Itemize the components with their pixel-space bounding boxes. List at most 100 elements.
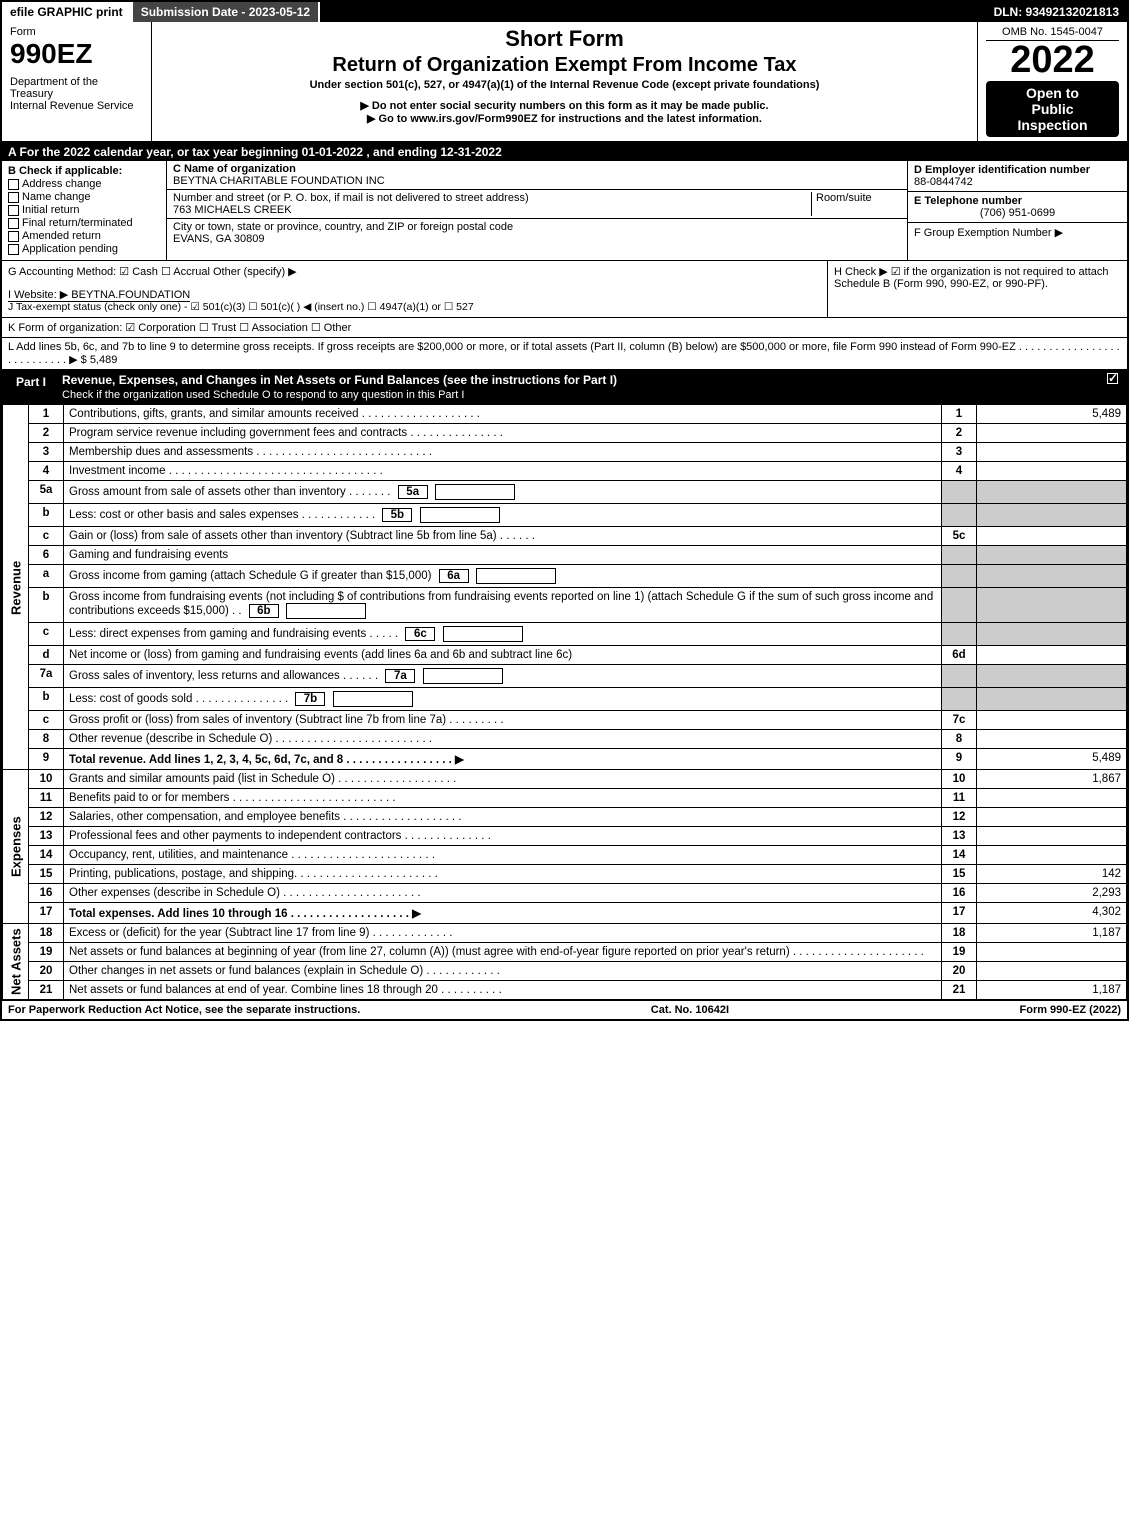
line-ref: 7c: [942, 711, 977, 730]
line-number: 13: [29, 827, 64, 846]
line-description: Less: cost of goods sold . . . . . . . .…: [64, 688, 942, 711]
line-number: 19: [29, 943, 64, 962]
chk-address-change[interactable]: Address change: [8, 178, 160, 190]
chk-application-pending[interactable]: Application pending: [8, 243, 160, 255]
line-description: Program service revenue including govern…: [64, 424, 942, 443]
line-description: Gross income from gaming (attach Schedul…: [64, 565, 942, 588]
line-value: [977, 827, 1127, 846]
line-row: cLess: direct expenses from gaming and f…: [3, 623, 1127, 646]
line-ref: 13: [942, 827, 977, 846]
line-description: Contributions, gifts, grants, and simila…: [64, 405, 942, 424]
chk-amended-return[interactable]: Amended return: [8, 230, 160, 242]
line-number: b: [29, 588, 64, 623]
chk-application-pending-label: Application pending: [22, 243, 118, 255]
line-description: Excess or (deficit) for the year (Subtra…: [64, 924, 942, 943]
line-row: cGain or (loss) from sale of assets othe…: [3, 527, 1127, 546]
line-number: 3: [29, 443, 64, 462]
line-number: b: [29, 688, 64, 711]
line-number: 4: [29, 462, 64, 481]
line-row: 9Total revenue. Add lines 1, 2, 3, 4, 5c…: [3, 749, 1127, 770]
line-description: Professional fees and other payments to …: [64, 827, 942, 846]
line-description: Other expenses (describe in Schedule O) …: [64, 884, 942, 903]
line-row: 13Professional fees and other payments t…: [3, 827, 1127, 846]
line-value: [977, 665, 1127, 688]
line-value: 4,302: [977, 903, 1127, 924]
open-line3: Inspection: [990, 117, 1115, 133]
line-description: Less: direct expenses from gaming and fu…: [64, 623, 942, 646]
room-suite-label: Room/suite: [816, 192, 872, 204]
form-header: Form 990EZ Department of the Treasury In…: [2, 22, 1127, 143]
line-number: 5a: [29, 481, 64, 504]
line-ref: [942, 565, 977, 588]
chk-final-return[interactable]: Final return/terminated: [8, 217, 160, 229]
form-number: 990EZ: [10, 38, 143, 70]
line-ref: 11: [942, 789, 977, 808]
phone-value: (706) 951-0699: [914, 207, 1121, 219]
line-number: a: [29, 565, 64, 588]
tax-year: 2022: [986, 41, 1119, 79]
section-b-checkboxes: B Check if applicable: Address change Na…: [2, 161, 167, 260]
instructions-link[interactable]: ▶ Go to www.irs.gov/Form990EZ for instru…: [160, 112, 969, 125]
line-row: dNet income or (loss) from gaming and fu…: [3, 646, 1127, 665]
line-value: 1,187: [977, 924, 1127, 943]
line-description: Investment income . . . . . . . . . . . …: [64, 462, 942, 481]
line-number: 12: [29, 808, 64, 827]
open-to-public: Open to Public Inspection: [986, 81, 1119, 137]
line-row: 20Other changes in net assets or fund ba…: [3, 962, 1127, 981]
line-row: bLess: cost of goods sold . . . . . . . …: [3, 688, 1127, 711]
part-1-schedule-o-checkbox[interactable]: [1107, 373, 1118, 384]
line-value: [977, 962, 1127, 981]
line-row: 21Net assets or fund balances at end of …: [3, 981, 1127, 1000]
line-value: 1,187: [977, 981, 1127, 1000]
submission-date: Submission Date - 2023-05-12: [133, 2, 320, 22]
department: Department of the Treasury Internal Reve…: [10, 76, 143, 112]
footer: For Paperwork Reduction Act Notice, see …: [2, 1000, 1127, 1019]
topbar: efile GRAPHIC print Submission Date - 20…: [2, 2, 1127, 22]
line-row: Revenue1Contributions, gifts, grants, an…: [3, 405, 1127, 424]
c-name-label: C Name of organization: [173, 163, 296, 175]
line-row: 2Program service revenue including gover…: [3, 424, 1127, 443]
line-number: 8: [29, 730, 64, 749]
line-ref: 2: [942, 424, 977, 443]
line-ref: [942, 546, 977, 565]
line-number: 7a: [29, 665, 64, 688]
chk-initial-return[interactable]: Initial return: [8, 204, 160, 216]
chk-name-change[interactable]: Name change: [8, 191, 160, 203]
line-description: Gross income from fundraising events (no…: [64, 588, 942, 623]
line-row: 8Other revenue (describe in Schedule O) …: [3, 730, 1127, 749]
section-a-tax-year: A For the 2022 calendar year, or tax yea…: [2, 143, 1127, 161]
c-city-label: City or town, state or province, country…: [173, 221, 513, 233]
line-ref: [942, 623, 977, 646]
line-row: 11Benefits paid to or for members . . . …: [3, 789, 1127, 808]
line-value: [977, 646, 1127, 665]
line-number: c: [29, 527, 64, 546]
header-left: Form 990EZ Department of the Treasury In…: [2, 22, 152, 141]
line-description: Printing, publications, postage, and shi…: [64, 865, 942, 884]
efile-print-label[interactable]: efile GRAPHIC print: [2, 2, 133, 22]
line-ref: 20: [942, 962, 977, 981]
line-ref: 18: [942, 924, 977, 943]
line-value: [977, 730, 1127, 749]
line-value: [977, 462, 1127, 481]
line-description: Total revenue. Add lines 1, 2, 3, 4, 5c,…: [64, 749, 942, 770]
part-1-title: Revenue, Expenses, and Changes in Net As…: [62, 373, 617, 387]
line-description: Gross sales of inventory, less returns a…: [64, 665, 942, 688]
line-ref: 16: [942, 884, 977, 903]
line-ref: [942, 665, 977, 688]
line-description: Other revenue (describe in Schedule O) .…: [64, 730, 942, 749]
line-ref: [942, 481, 977, 504]
part-1-subtitle: Check if the organization used Schedule …: [62, 389, 464, 401]
subtitle: Under section 501(c), 527, or 4947(a)(1)…: [160, 79, 969, 91]
line-number: 10: [29, 770, 64, 789]
line-description: Membership dues and assessments . . . . …: [64, 443, 942, 462]
line-value: [977, 789, 1127, 808]
line-value: [977, 424, 1127, 443]
ein-label: D Employer identification number: [914, 164, 1121, 176]
line-value: 5,489: [977, 405, 1127, 424]
ein-value: 88-0844742: [914, 176, 1121, 188]
section-j-tax-exempt: J Tax-exempt status (check only one) - ☑…: [8, 301, 821, 313]
line-ref: 9: [942, 749, 977, 770]
line-number: 6: [29, 546, 64, 565]
section-side-label: Expenses: [3, 770, 29, 924]
chk-initial-return-label: Initial return: [22, 204, 79, 216]
